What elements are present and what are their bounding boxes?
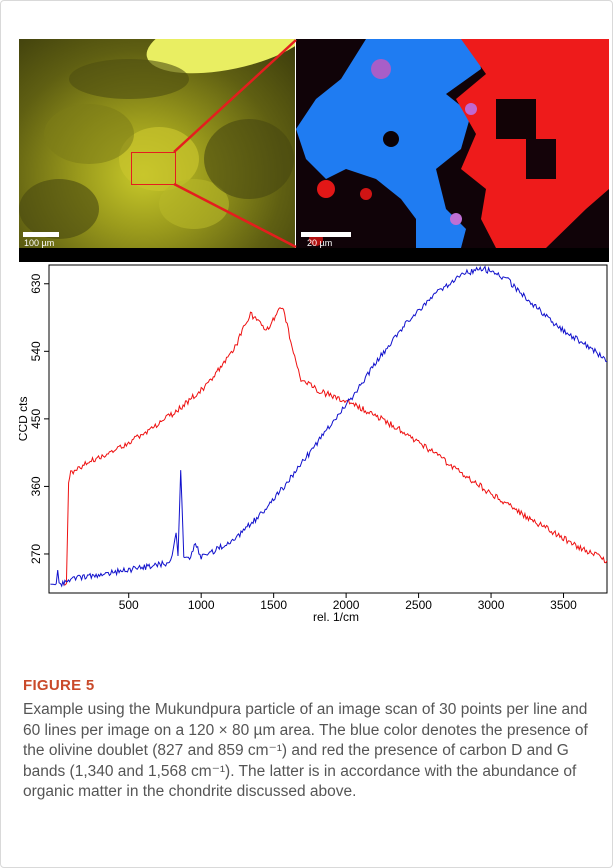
y-tick-label-450: 450 xyxy=(29,409,43,429)
y-tick-label-270: 270 xyxy=(29,544,43,564)
raman-map-svg xyxy=(296,39,609,248)
black-divider-strip xyxy=(19,248,609,262)
photo-scale-label: 100 µm xyxy=(24,238,55,248)
micrograph-texture xyxy=(19,59,294,239)
zoom-connector-lines xyxy=(19,39,609,259)
selection-box xyxy=(131,152,176,185)
y-tick-label-540: 540 xyxy=(29,341,43,361)
raman-map-image: 20 µm xyxy=(296,39,609,248)
y-tick-label-630: 630 xyxy=(29,273,43,293)
x-tick-label-3000: 3000 xyxy=(478,598,505,612)
y-axis-label: CCD cts xyxy=(19,397,30,442)
micrograph-image: 100 µm xyxy=(19,39,295,248)
map-scale-label: 20 µm xyxy=(307,238,333,248)
x-tick-label-500: 500 xyxy=(119,598,139,612)
x-tick-label-3500: 3500 xyxy=(550,598,577,612)
map-scalebar xyxy=(301,232,351,237)
series-line-0 xyxy=(63,307,608,586)
x-tick-label-1000: 1000 xyxy=(188,598,215,612)
caption-text: Example using the Mukundpura particle of… xyxy=(23,701,588,800)
series-line-1 xyxy=(50,265,608,588)
plot-frame xyxy=(48,264,608,594)
y-tick-label-360: 360 xyxy=(29,476,43,496)
x-axis-label: rel. 1/cm xyxy=(313,610,359,624)
spectrum-plot: 500 1000 1500 2000 2500 3000 3500 270 360 450 540 6… xyxy=(19,264,608,624)
photo-scalebar xyxy=(23,232,59,237)
figure-caption: FIGURE 5 Example using the Mukundpura pa… xyxy=(23,677,603,803)
x-tick-label-2000: 2000 xyxy=(333,598,360,612)
x-tick-label-2500: 2500 xyxy=(405,598,432,612)
spectrum-chart: 500 1000 1500 2000 2500 3000 3500 270 360 450 540 6… xyxy=(19,262,609,625)
figure-panel: 100 µm 20 µm xyxy=(19,39,609,625)
x-tick-label-1500: 1500 xyxy=(260,598,287,612)
figure-label: FIGURE 5 xyxy=(23,677,95,694)
